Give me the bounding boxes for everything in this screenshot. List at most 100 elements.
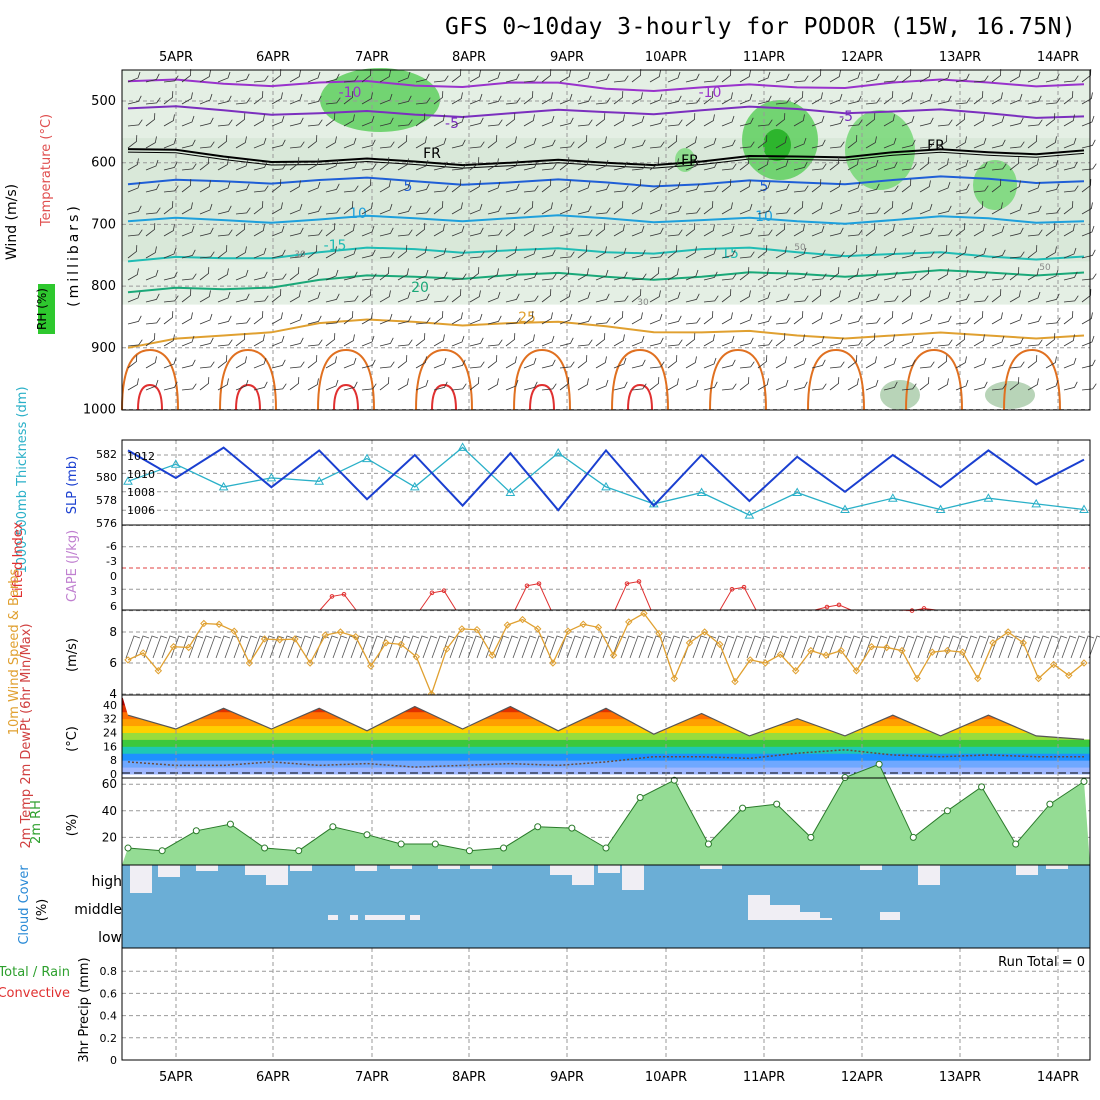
wind10-barb xyxy=(431,635,447,659)
upper-wind-barb xyxy=(1027,245,1038,259)
upper-wind-barb xyxy=(955,136,967,149)
rh2m-point-22 xyxy=(875,760,883,768)
upper-wind-barb xyxy=(325,97,341,105)
wind10-barb xyxy=(530,635,546,659)
upper-wind-barb xyxy=(721,335,735,347)
upper-wind-barb xyxy=(793,201,804,215)
upper-wind-barb xyxy=(271,92,283,105)
rh2m-point-14 xyxy=(602,844,610,852)
upper-wind-barb xyxy=(145,246,157,259)
upper-wind-barb xyxy=(271,202,283,215)
upper-wind-barb xyxy=(631,289,642,303)
upper-wind-barb xyxy=(1063,224,1075,237)
rh-area-overlay xyxy=(122,764,1090,865)
wind10-barb xyxy=(206,635,222,659)
upper-wind-barb xyxy=(829,377,840,391)
rh2m-point-12 xyxy=(534,823,542,831)
upper-wind-barb xyxy=(937,119,953,127)
upper-wind-barb xyxy=(631,249,646,259)
contour-label-1: -10 xyxy=(699,85,722,101)
upper-wind-barb xyxy=(577,135,588,149)
contour-label-5: FR xyxy=(681,153,699,169)
upper-wind-barb xyxy=(631,163,647,171)
upper-wind-barb xyxy=(631,383,647,391)
upper-wind-barb xyxy=(937,339,953,347)
upper-wind-barb xyxy=(829,361,845,369)
upper-wind-barb xyxy=(829,157,840,171)
li-point xyxy=(909,608,915,613)
upper-wind-barb xyxy=(1081,179,1092,193)
upper-wind-barb xyxy=(667,245,678,259)
upper-wind-barb xyxy=(775,293,790,303)
rh-blob-6 xyxy=(880,380,920,410)
upper-wind-barb xyxy=(469,313,483,325)
upper-wind-barb xyxy=(451,225,465,237)
wind10-marker-61 xyxy=(1049,660,1058,669)
upper-wind-barb xyxy=(1045,113,1056,127)
wind10-barb xyxy=(953,635,969,659)
upper-wind-barb xyxy=(865,317,881,325)
upper-wind-barb xyxy=(541,289,552,303)
wind10-marker-14 xyxy=(336,628,345,636)
cloud-mid-bar-2 xyxy=(790,912,820,920)
upper-wind-barb xyxy=(145,113,156,127)
upper-wind-barb xyxy=(325,207,341,215)
upper-wind-barb xyxy=(1063,114,1075,127)
wind10-marker-11 xyxy=(291,635,299,643)
upper-wind-barb xyxy=(577,71,591,83)
upper-wind-barb xyxy=(667,119,683,127)
upper-wind-barb xyxy=(649,267,660,281)
wind10-barb xyxy=(746,635,762,659)
upper-wind-barb xyxy=(325,317,341,325)
upper-wind-barb xyxy=(145,136,157,149)
wind10-barb xyxy=(449,635,465,659)
cloud-low-bar-3 xyxy=(410,915,420,920)
upper-wind-barb xyxy=(793,295,809,303)
upper-wind-barb xyxy=(721,139,736,149)
upper-wind-barb xyxy=(1063,137,1077,149)
upper-wind-barb xyxy=(271,139,286,149)
upper-air-ytick-3: 800 xyxy=(91,279,116,294)
upper-wind-barb xyxy=(739,203,753,215)
temp-band-6 xyxy=(122,725,1090,733)
upper-wind-barb xyxy=(163,381,178,391)
upper-wind-barb xyxy=(523,137,537,149)
upper-wind-barb xyxy=(451,179,462,193)
upper-wind-barb xyxy=(991,92,1003,105)
upper-wind-barb xyxy=(1045,356,1057,369)
cloud-high-bar-4 xyxy=(266,865,288,885)
rh2m-point-15 xyxy=(636,794,644,801)
wind10-barb xyxy=(773,635,789,659)
upper-wind-barb xyxy=(289,157,300,171)
temp-contour-1 xyxy=(127,105,1085,119)
ylabel-lifted-index: Lifted Index xyxy=(11,521,26,598)
upper-air-ytick-5: 1000 xyxy=(83,403,116,418)
upper-wind-barb xyxy=(451,312,463,325)
upper-wind-barb xyxy=(757,71,771,83)
upper-wind-barb xyxy=(145,333,156,347)
upper-wind-barb xyxy=(1081,273,1097,281)
upper-wind-barb xyxy=(217,245,228,259)
wind10-marker-51 xyxy=(898,646,906,655)
wind10-barb xyxy=(728,635,744,659)
upper-wind-barb xyxy=(307,95,322,105)
upper-wind-barb xyxy=(937,378,949,391)
wind10-barb xyxy=(548,635,564,659)
wind10-barb xyxy=(1043,635,1059,659)
upper-wind-barb xyxy=(379,377,390,391)
wind10-barb xyxy=(620,635,636,659)
upper-wind-barb xyxy=(289,267,300,281)
upper-wind-barb xyxy=(757,135,768,149)
upper-wind-barb xyxy=(253,137,267,149)
upper-wind-barb xyxy=(577,158,589,171)
upper-wind-barb xyxy=(451,359,466,369)
upper-wind-barb xyxy=(451,163,467,171)
wind10-marker-1 xyxy=(139,649,147,657)
upper-wind-barb xyxy=(757,291,771,303)
upper-wind-barb xyxy=(433,334,445,347)
upper-wind-barb xyxy=(955,183,970,193)
upper-wind-barb xyxy=(127,378,139,391)
wind10-barb xyxy=(494,635,510,659)
upper-wind-barb xyxy=(1045,136,1057,149)
upper-wind-barb xyxy=(847,268,859,281)
